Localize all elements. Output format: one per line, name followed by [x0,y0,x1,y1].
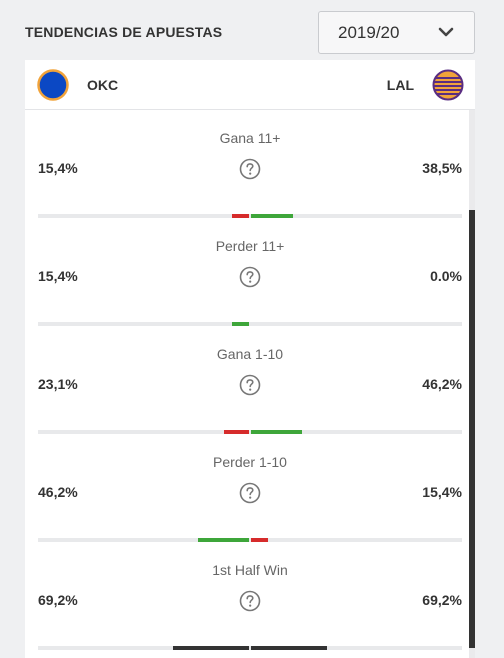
page-title: TENDENCIAS DE APUESTAS [25,24,223,40]
home-percentage: 15,4% [38,160,78,176]
comparison-bar [38,646,462,650]
lal-logo [432,69,464,101]
home-bar-segment [232,322,249,326]
away-percentage: 46,2% [422,376,462,392]
trend-label: Gana 11+ [219,130,281,146]
chevron-down-icon [438,27,454,37]
help-icon[interactable] [239,482,261,504]
away-bar-segment [251,646,327,650]
away-percentage: 69,2% [422,592,462,608]
help-icon[interactable] [239,266,261,288]
comparison-bar [38,430,462,434]
away-percentage: 0.0% [430,268,462,284]
comparison-bar [38,214,462,218]
season-select[interactable]: 2019/20 [318,11,475,54]
trend-label: Perder 1-10 [213,454,287,470]
comparison-bar [38,322,462,326]
home-bar-segment [173,646,249,650]
season-select-value: 2019/20 [338,23,400,42]
home-percentage: 23,1% [38,376,78,392]
home-bar-segment [224,430,249,434]
trend-row: Perder 1-10 46,2% 15,4% [25,435,469,543]
comparison-bar [38,538,462,542]
trend-row: Gana 1-10 23,1% 46,2% [25,327,469,435]
help-icon[interactable] [239,590,261,612]
scrollbar-thumb[interactable] [469,210,475,648]
header: TENDENCIAS DE APUESTAS 2019/20 [0,0,504,60]
away-percentage: 15,4% [422,484,462,500]
home-bar-segment [198,538,249,542]
away-bar-segment [251,538,268,542]
teams-header: OKC LAL [25,60,475,110]
away-bar-segment [251,214,293,218]
home-percentage: 15,4% [38,268,78,284]
help-icon[interactable] [239,158,261,180]
help-icon[interactable] [239,374,261,396]
okc-logo [37,69,69,101]
trend-row: Perder 11+ 15,4% 0.0% [25,219,469,327]
home-team-name: OKC [87,77,119,93]
trend-label: Gana 1-10 [216,346,284,362]
home-percentage: 46,2% [38,484,78,500]
home-bar-segment [232,214,249,218]
trends-panel: OKC LAL Gana 11+ 15,4% 38,5% Perder 11+ 15,4… [25,60,475,658]
trend-row: 1st Half Win 69,2% 69,2% [25,543,469,651]
away-bar-segment [251,430,302,434]
trend-row: Gana 11+ 15,4% 38,5% [25,111,469,219]
home-percentage: 69,2% [38,592,78,608]
away-team-name: LAL [386,77,414,93]
trend-label: Perder 11+ [215,238,285,254]
away-percentage: 38,5% [422,160,462,176]
trend-label: 1st Half Win [212,562,288,578]
